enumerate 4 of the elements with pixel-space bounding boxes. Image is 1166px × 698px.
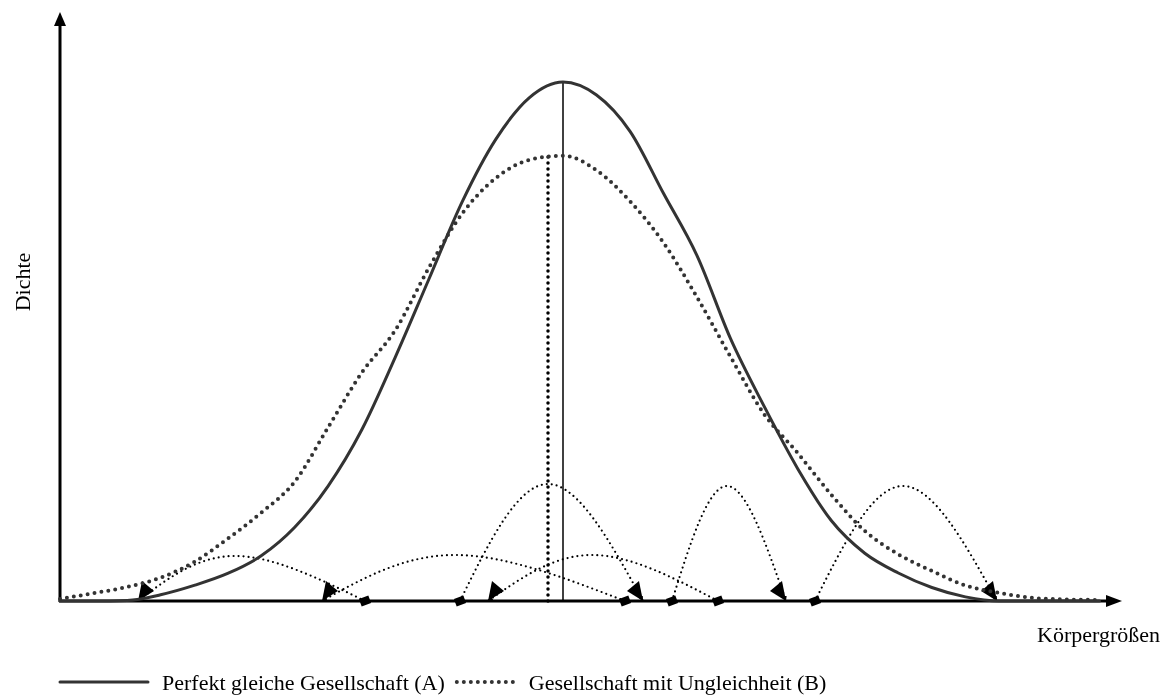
x-axis-title: Körpergrößen (1037, 622, 1160, 647)
legend-label: Gesellschaft mit Ungleichheit (B) (528, 670, 827, 695)
legend-label: Perfekt gleiche Gesellschaft (A) (162, 670, 445, 695)
y-axis-title: Dichte (10, 252, 35, 312)
